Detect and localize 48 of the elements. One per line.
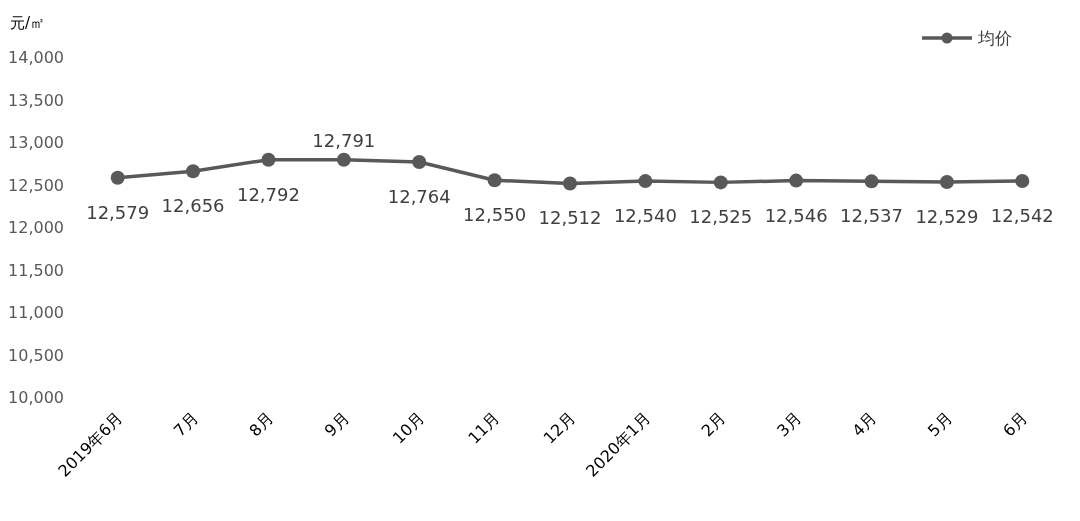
point [487,173,502,188]
y-tick-label: 13,500 [8,90,64,110]
point [1015,173,1030,188]
point [110,170,125,185]
x-tick-label: 6月 [999,408,1032,441]
x-tick-label: 11月 [464,408,504,448]
y-tick-label: 11,500 [8,260,64,280]
point [186,164,201,179]
legend-label: 均价 [977,28,1012,48]
x-tick-label: 8月 [245,408,278,441]
data-label: 12,546 [764,204,828,226]
x-tick-label: 5月 [923,408,956,441]
data-label: 12,542 [990,204,1054,226]
x-tick-label: 4月 [848,408,881,441]
point [939,175,954,190]
point [412,155,427,170]
point [261,152,276,167]
y-tick-label: 14,000 [8,48,64,67]
y-tick-label: 10,500 [8,345,64,365]
x-tick-label: 10月 [388,408,429,448]
y-axis-title: 元/㎡ [10,14,46,32]
point [336,152,351,167]
point [563,176,577,191]
x-tick-label: 7月 [169,408,202,441]
point [713,175,728,190]
data-label: 12,529 [915,206,979,228]
data-label: 12,537 [840,205,904,227]
data-label: 12,550 [463,204,527,226]
y-tick-label: 12,500 [8,175,64,195]
x-tick-label: 9月 [320,408,353,441]
point [638,174,653,189]
data-label: 12,656 [161,195,225,217]
data-label: 12,540 [613,205,677,227]
data-label: 12,579 [86,201,150,223]
data-label: 12,525 [689,206,753,228]
point [789,173,804,188]
y-tick-label: 13,000 [8,133,64,152]
y-tick-label: 10,000 [8,388,64,407]
point [864,174,879,189]
data-label: 12,791 [312,129,376,151]
x-tick-label: 12月 [539,408,579,448]
y-tick-label: 11,000 [8,303,64,322]
data-label: 12,792 [236,183,300,205]
x-tick-label: 3月 [773,408,805,441]
data-label: 12,512 [538,207,602,229]
y-tick-label: 12,000 [8,218,64,237]
x-tick-label: 2月 [697,408,730,441]
data-label: 12,764 [387,186,451,208]
